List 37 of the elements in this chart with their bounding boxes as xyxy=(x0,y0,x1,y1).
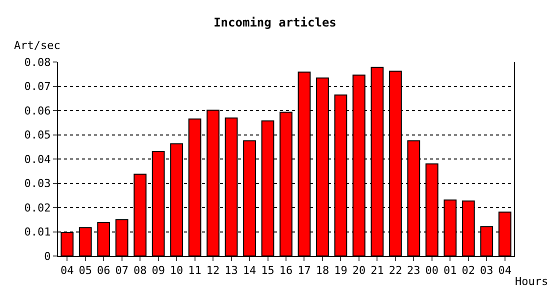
x-tick-label: 18 xyxy=(316,264,330,278)
x-tick-label: 07 xyxy=(115,264,128,278)
y-tick-label: 0.06 xyxy=(24,104,51,118)
x-tick-label: 17 xyxy=(298,264,311,278)
y-tick-label: 0.02 xyxy=(24,201,51,214)
chart-title: Incoming articles xyxy=(214,15,336,30)
x-tick-label: 02 xyxy=(462,264,476,278)
x-tick-label: 10 xyxy=(170,264,184,278)
x-tick-label: 20 xyxy=(352,264,366,278)
y-tick-label: 0.03 xyxy=(24,177,51,190)
x-tick-label: 05 xyxy=(78,264,92,278)
y-tick-label: 0.07 xyxy=(24,80,51,94)
y-axis-title: Art/sec xyxy=(14,39,60,52)
x-tick-label: 16 xyxy=(279,264,293,278)
x-tick-label: 11 xyxy=(188,264,202,278)
y-tick-label: 0.08 xyxy=(24,56,51,69)
x-tick-label: 22 xyxy=(388,264,402,278)
x-tick-label: 19 xyxy=(334,264,348,278)
x-tick-label: 13 xyxy=(224,264,238,278)
x-tick-label: 04 xyxy=(60,264,74,278)
x-tick-label: 06 xyxy=(96,264,110,278)
x-tick-label: 08 xyxy=(133,264,147,278)
x-tick-label: 09 xyxy=(152,264,165,278)
x-tick-label: 03 xyxy=(480,264,494,278)
y-tick-label: 0.01 xyxy=(24,226,51,239)
y-tick-label: 0 xyxy=(44,250,51,263)
x-tick-label: 23 xyxy=(407,264,420,278)
x-tick-label: 14 xyxy=(242,264,257,278)
x-tick-label: 00 xyxy=(425,264,439,278)
x-tick-label: 15 xyxy=(261,264,274,278)
x-tick-label: 04 xyxy=(498,264,512,278)
y-tick-label: 0.04 xyxy=(24,152,52,166)
x-tick-label: 21 xyxy=(370,264,384,278)
x-tick-label: 12 xyxy=(206,264,220,278)
y-tick-label: 0.05 xyxy=(24,128,51,142)
x-axis-title: Hours xyxy=(515,275,548,288)
x-tick-label: 01 xyxy=(444,264,457,278)
